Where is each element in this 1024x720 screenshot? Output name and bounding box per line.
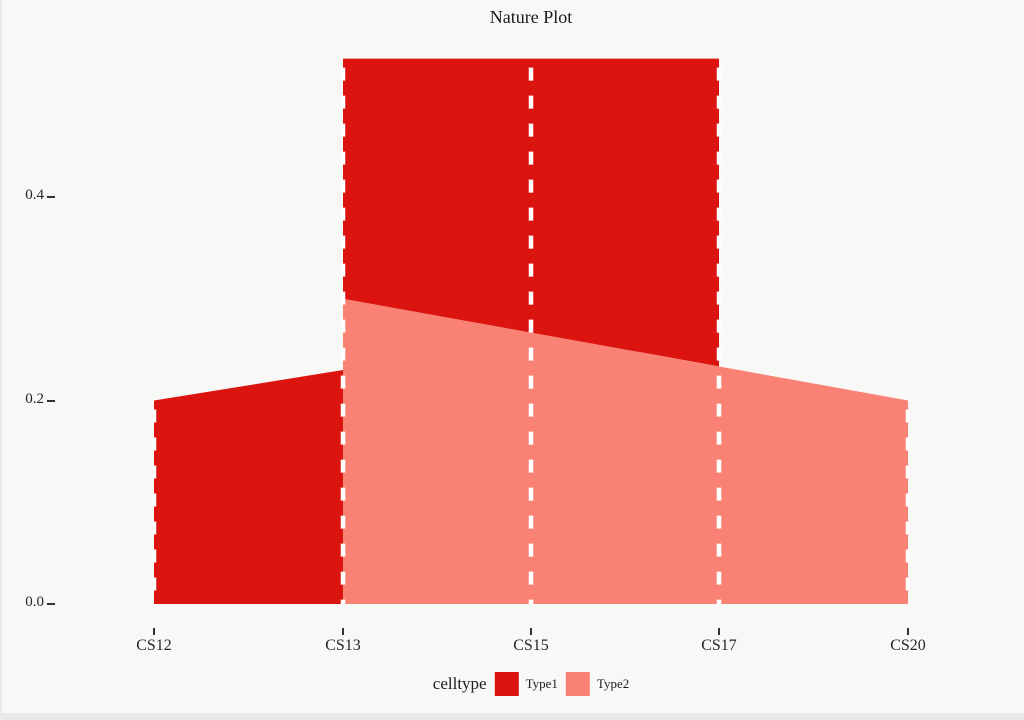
legend-label-type1: Type1 bbox=[525, 676, 558, 691]
y-label-0.4: 0.4 bbox=[25, 187, 44, 203]
legend-title: celltype bbox=[432, 674, 487, 693]
legend-item-type2: Type2 bbox=[565, 672, 630, 696]
y-tick-0.4 bbox=[47, 196, 55, 198]
chart-title: Nature Plot bbox=[489, 7, 573, 27]
x-label-CS17: CS17 bbox=[701, 637, 737, 654]
x-label-CS15: CS15 bbox=[513, 637, 549, 654]
x-label-CS20: CS20 bbox=[890, 637, 926, 654]
y-tick-0.0 bbox=[47, 603, 55, 605]
x-label-CS13: CS13 bbox=[325, 637, 361, 654]
area-type2-CS13-CS20 bbox=[343, 298, 908, 604]
x-tick-CS15 bbox=[530, 628, 532, 635]
y-tick-0.2 bbox=[47, 399, 55, 402]
area-type1-CS12-CS13 bbox=[154, 369, 343, 604]
y-label-0.2: 0.2 bbox=[25, 390, 44, 407]
x-tick-CS17 bbox=[718, 628, 720, 635]
x-tick-CS20 bbox=[907, 628, 909, 635]
x-tick-CS12 bbox=[153, 628, 155, 635]
legend: celltype Type1 Type2 bbox=[433, 672, 629, 696]
y-label-0.0: 0.0 bbox=[25, 594, 44, 610]
x-tick-CS13 bbox=[342, 628, 344, 635]
legend-swatch-type2 bbox=[565, 672, 590, 696]
legend-swatch-type1 bbox=[494, 672, 519, 696]
window-bottom-edge bbox=[2, 713, 1024, 720]
legend-item-type1: Type1 bbox=[494, 672, 558, 696]
x-label-CS12: CS12 bbox=[136, 637, 172, 654]
legend-label-type2: Type2 bbox=[596, 676, 630, 691]
